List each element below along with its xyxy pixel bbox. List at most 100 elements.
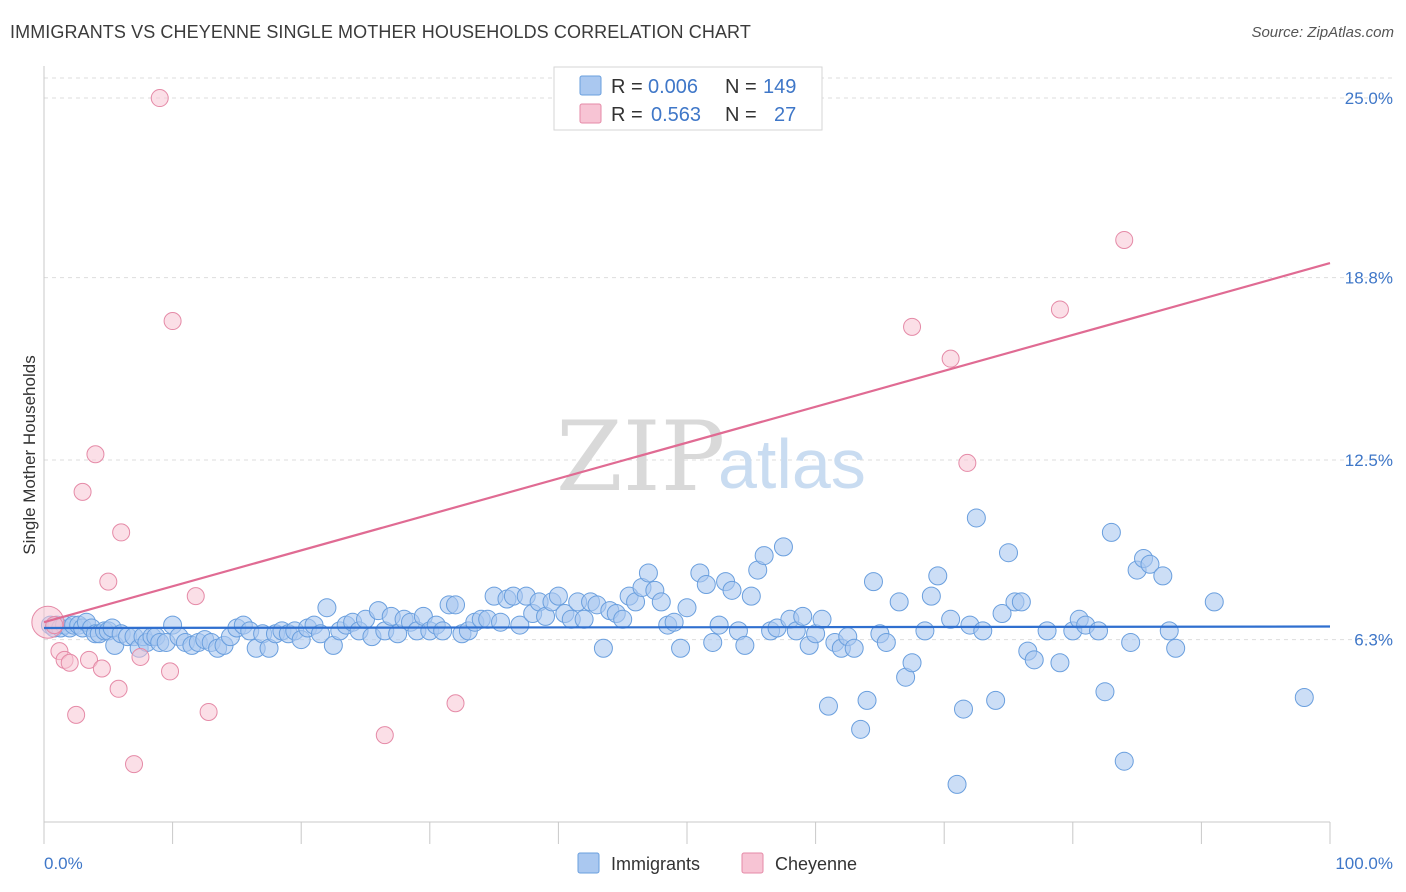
immigrants-point [1101,522,1121,542]
cheyenne-point [1050,300,1069,319]
cheyenne-point [375,726,394,745]
source-label: Source: ZipAtlas.com [1251,24,1394,41]
trend-lines [43,262,1331,630]
legend: R = 0.006 N = 149 R = 0.563 N = 27 [553,66,823,131]
legend-n-label-2: N = [725,104,757,126]
cheyenne-point [903,317,922,336]
immigrants-point [741,586,761,606]
x-tick-label-min: 0.0% [44,854,83,873]
bottom-legend-cheyenne: Cheyenne [775,854,857,874]
immigrants-point [973,621,993,641]
cheyenne-point [86,445,105,464]
immigrants-point [317,598,337,618]
bottom-legend-swatch-immigrants [577,852,600,874]
immigrants-point [851,719,871,739]
bottom-legend: Immigrants Cheyenne [577,852,857,874]
y-axis-title: Single Mother Households [20,355,39,554]
watermark-zip: ZIP [556,401,725,513]
immigrants-point [1037,621,1057,641]
legend-r-value-2: 0.563 [651,104,701,126]
cheyenne-point [92,659,111,678]
immigrants-point [818,696,838,716]
cheyenne-point [60,653,79,672]
immigrants-point [1024,650,1044,670]
legend-n-value-2: 27 [774,104,796,126]
immigrants-points [40,508,1314,794]
x-tick-labels: 0.0% 100.0% [44,854,1393,873]
immigrants-point [446,595,466,615]
gridlines [44,77,1394,641]
immigrants-point [671,638,691,658]
cheyenne-point [131,647,150,666]
immigrants-point [889,592,909,612]
y-tick-label: 12.5% [1345,451,1393,470]
immigrants-point [857,690,877,710]
cheyenne-point [1115,230,1134,249]
y-tick-label: 25.0% [1345,89,1393,108]
immigrants-point [921,586,941,606]
x-tick-label-max: 100.0% [1335,854,1393,873]
immigrants-point [696,575,716,595]
cheyenne-point [150,89,169,108]
immigrants-point [986,690,1006,710]
immigrants-point [677,598,697,618]
immigrants-point [992,604,1012,624]
watermark-atlas: atlas [718,425,866,503]
cheyenne-point [112,523,131,542]
immigrants-point [953,699,973,719]
immigrants-trend-line [43,625,1331,630]
immigrants-point [593,638,613,658]
immigrants-point [735,635,755,655]
immigrants-point [947,774,967,794]
legend-r-value-1: 0.006 [648,76,698,98]
immigrants-point [1294,687,1314,707]
cheyenne-point [446,694,465,713]
immigrants-point [1140,554,1160,574]
immigrants-point [1011,592,1031,612]
cheyenne-point [109,679,128,698]
immigrants-point [863,572,883,592]
immigrants-point [793,606,813,626]
legend-r-label-2: R = [611,104,643,126]
immigrants-point [1159,621,1179,641]
immigrants-point [1153,566,1173,586]
y-tick-label: 6.3% [1354,631,1393,650]
immigrants-point [703,632,723,652]
immigrants-point [844,638,864,658]
cheyenne-point [199,702,218,721]
immigrants-point [651,592,671,612]
cheyenne-point [186,587,205,606]
cheyenne-point [80,650,99,669]
legend-n-value-1: 149 [763,76,796,98]
immigrants-point [510,615,530,635]
immigrants-point [812,609,832,629]
cheyenne-point [941,349,960,368]
immigrants-point [709,615,729,635]
immigrants-point [433,621,453,641]
immigrants-point [574,609,594,629]
immigrants-point [754,546,774,566]
cheyenne-point [125,755,144,774]
watermark: ZIP atlas [556,401,866,513]
immigrants-point [310,624,330,644]
chart-title: IMMIGRANTS VS CHEYENNE SINGLE MOTHER HOU… [10,22,751,42]
bottom-legend-immigrants: Immigrants [611,854,700,874]
cheyenne-point [99,572,118,591]
y-tick-labels: 6.3% 12.5% 18.8% 25.0% [1345,89,1393,650]
immigrants-point [638,563,658,583]
immigrants-point [1204,592,1224,612]
axes [43,66,1331,844]
immigrants-point [1121,632,1141,652]
immigrants-point [1089,621,1109,641]
cheyenne-point [161,662,180,681]
immigrants-point [722,580,742,600]
immigrants-point [902,653,922,673]
immigrants-point [664,612,684,632]
cheyenne-point [67,705,86,724]
cheyenne-point [163,312,182,331]
legend-swatch-immigrants [579,75,602,96]
immigrants-point [773,537,793,557]
cheyenne-point [73,482,92,501]
immigrants-point [876,632,896,652]
